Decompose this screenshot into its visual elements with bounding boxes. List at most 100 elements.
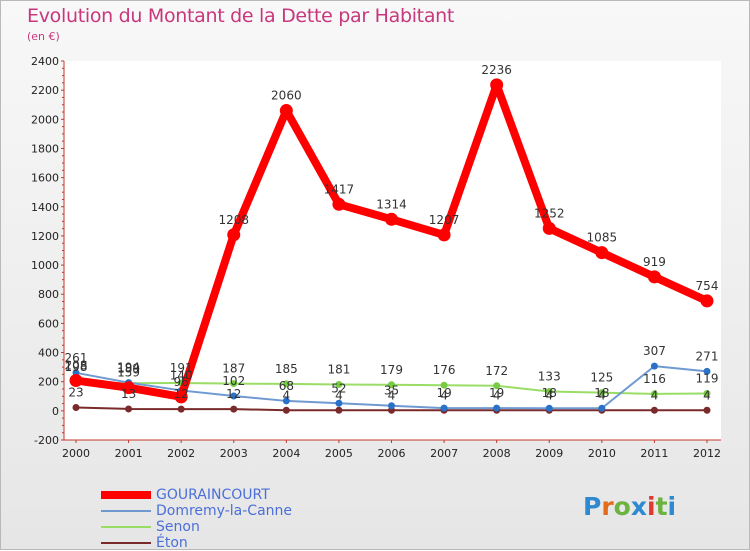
data-label: 1207 (429, 213, 460, 227)
data-label: 1417 (324, 182, 355, 196)
logo-letter: i (647, 492, 656, 521)
data-point (542, 221, 556, 235)
data-label: 4 (440, 388, 448, 402)
data-label: 18 (542, 386, 557, 400)
data-point (493, 404, 501, 412)
legend-label-eton: Éton (156, 535, 188, 551)
data-label: 194 (117, 361, 140, 375)
data-point (545, 404, 553, 412)
data-label: 4 (545, 388, 553, 402)
y-tick-label: -200 (34, 434, 59, 447)
data-label: 13 (121, 387, 136, 401)
x-tick-label: 2001 (115, 447, 143, 460)
data-label: 35 (384, 384, 399, 398)
data-point (335, 380, 343, 388)
data-point (493, 382, 501, 390)
data-label: 4 (283, 388, 291, 402)
legend-label-gouraincourt: GOURAINCOURT (156, 487, 270, 503)
data-label: 187 (222, 362, 245, 376)
x-tick-label: 2004 (272, 447, 300, 460)
data-label: 185 (275, 362, 298, 376)
data-label: 19 (489, 386, 504, 400)
data-label: 102 (222, 374, 245, 388)
data-point (598, 404, 606, 412)
data-label: 125 (590, 371, 613, 385)
data-point (230, 380, 238, 388)
y-tick-label: 1000 (31, 259, 59, 272)
data-label: 754 (696, 279, 719, 293)
legend-label-senon: Senon (156, 519, 200, 535)
data-label: 140 (170, 368, 193, 382)
y-tick-label: 400 (38, 347, 59, 360)
data-label: 96 (174, 375, 189, 389)
data-point (388, 402, 395, 410)
data-label: 1208 (218, 213, 249, 227)
data-point (545, 387, 553, 395)
data-point (125, 405, 133, 413)
data-label: 18 (594, 386, 609, 400)
data-label: 159 (117, 366, 140, 380)
data-label: 191 (170, 361, 193, 375)
plot-area (64, 61, 721, 440)
data-label: 12 (174, 387, 189, 401)
x-tick-label: 2008 (483, 447, 511, 460)
data-point (332, 197, 346, 211)
data-point (440, 381, 448, 389)
data-label: 119 (696, 371, 719, 385)
y-tick-label: 600 (38, 317, 59, 330)
y-tick-label: 1400 (31, 201, 59, 214)
x-tick-label: 2002 (167, 447, 195, 460)
data-point (703, 367, 711, 375)
legend-swatch-domremy-la-canne (101, 510, 151, 512)
data-point (227, 228, 241, 242)
y-tick-label: 2200 (31, 84, 59, 97)
data-point (437, 228, 451, 242)
y-tick-label: 200 (38, 376, 59, 389)
y-tick-label: 2000 (31, 113, 59, 126)
data-point (335, 406, 343, 414)
legend-swatch-senon (101, 526, 151, 528)
logo-letter: x (630, 492, 647, 521)
data-label: 189 (117, 361, 140, 375)
data-point (490, 78, 504, 92)
data-label: 19 (436, 386, 451, 400)
x-tick-label: 2011 (640, 447, 668, 460)
data-label: 12 (226, 387, 241, 401)
y-tick-label: 800 (38, 288, 59, 301)
logo-letter: i (667, 492, 677, 521)
data-label: 208 (65, 359, 88, 373)
data-label: 2236 (481, 63, 512, 77)
y-tick-label: 1800 (31, 142, 59, 155)
data-label: 4 (703, 388, 711, 402)
data-point (230, 405, 238, 413)
data-label: 133 (538, 369, 561, 383)
data-point (282, 406, 290, 414)
y-tick-label: 0 (52, 405, 59, 418)
x-tick-label: 2012 (693, 447, 721, 460)
x-tick-label: 2007 (430, 447, 458, 460)
data-point (595, 246, 609, 260)
data-label: 4 (651, 388, 659, 402)
data-label: 307 (643, 344, 666, 358)
data-label: 1085 (587, 231, 618, 245)
proxiti-logo: Proxiti (583, 492, 676, 521)
y-tick-label: 1200 (31, 230, 59, 243)
data-label: 261 (65, 351, 88, 365)
data-label: 172 (485, 364, 508, 378)
data-point (279, 104, 293, 118)
data-label: 1252 (534, 206, 565, 220)
data-point (647, 270, 661, 284)
data-point (650, 362, 658, 370)
data-label: 2060 (271, 89, 302, 103)
data-point (122, 381, 136, 395)
data-point (388, 381, 395, 389)
data-label: 4 (493, 388, 501, 402)
legend-swatch-eton (101, 542, 151, 544)
data-point (282, 380, 290, 388)
chart-title: Evolution du Montant de la Dette par Hab… (27, 5, 455, 27)
data-point (703, 406, 711, 414)
x-tick-label: 2006 (378, 447, 406, 460)
data-point (282, 397, 290, 405)
data-label: 198 (65, 360, 88, 374)
